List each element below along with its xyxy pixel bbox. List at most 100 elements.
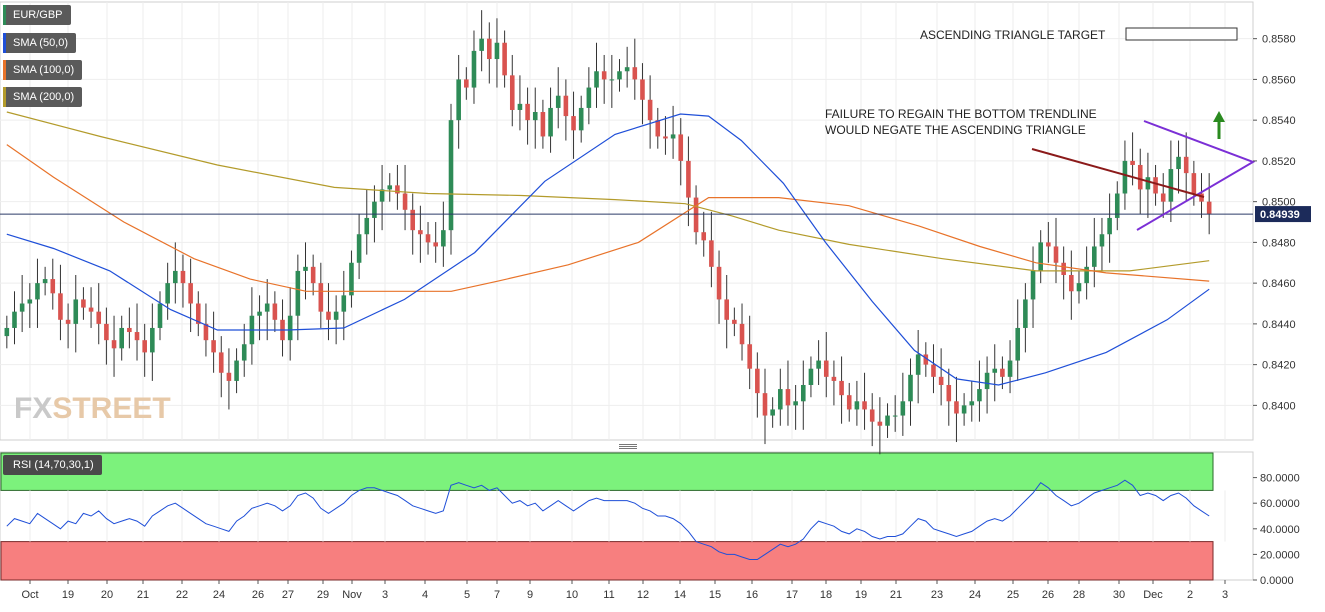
time-tick-label: 12 [637, 589, 649, 601]
legend-sma200[interactable]: SMA (200,0) [3, 87, 83, 107]
candle-down [954, 401, 959, 414]
candle-up [793, 401, 798, 406]
legend-symbol[interactable]: EUR/GBP [3, 5, 71, 25]
candle-down [464, 79, 469, 88]
legend-rsi[interactable]: RSI (14,70,30,1) [3, 455, 102, 475]
price-tick-label: 0.8420 [1262, 360, 1296, 372]
candle-up [586, 87, 592, 108]
panel-splitter-handle[interactable] [619, 443, 637, 450]
candle-up [892, 415, 898, 417]
candle-up [977, 389, 982, 402]
candle-down [127, 327, 132, 333]
candle-down [762, 393, 768, 416]
rsi-line [6, 479, 1210, 560]
price-plot-area [0, 1, 1254, 441]
candle-down [402, 193, 408, 210]
candle-up [42, 279, 48, 284]
time-tick-label: 4 [422, 589, 428, 601]
candle-up [1145, 177, 1151, 190]
legend-sma100-label: SMA (100,0) [13, 64, 75, 76]
time-tick-label: 7 [494, 589, 500, 601]
candle-up [471, 50, 477, 88]
candle-down [678, 134, 684, 161]
price-tick-label: 0.8520 [1262, 156, 1296, 168]
candle-down [732, 319, 737, 324]
candle-down [1160, 193, 1166, 202]
candle-up [19, 303, 25, 312]
candle-down [418, 230, 423, 235]
candle-up [287, 315, 293, 341]
candle-up [35, 283, 40, 300]
sma50-line [6, 113, 1210, 386]
candle-up [1114, 193, 1120, 218]
price-tick-label: 0.8540 [1262, 115, 1296, 127]
legend-sma50[interactable]: SMA (50,0) [3, 33, 77, 53]
time-tick-label: 16 [746, 589, 758, 601]
candle-up [900, 401, 906, 416]
price-tick-label: 0.8400 [1262, 400, 1296, 412]
candle-down [640, 79, 645, 100]
time-tick-label: 26 [252, 589, 264, 601]
candle-up [532, 112, 538, 121]
candle-up [609, 79, 615, 81]
candle-down [1191, 173, 1197, 194]
time-tick-label: 24 [213, 589, 225, 601]
candle-up [778, 389, 783, 410]
candle-up [157, 303, 163, 328]
price-tick-label: 0.8440 [1262, 319, 1296, 331]
candle-down [1199, 193, 1204, 202]
time-tick-label: 29 [317, 589, 329, 601]
candle-up [800, 384, 806, 402]
candle-up [1076, 283, 1082, 292]
candle-up [1092, 246, 1097, 267]
candle-up [494, 42, 500, 60]
price-tick-label: 0.8480 [1262, 237, 1296, 249]
candle-down [326, 311, 331, 320]
candle-up [1023, 299, 1028, 328]
candle-down [1137, 164, 1143, 190]
candle-down [203, 323, 209, 341]
candle-up [241, 344, 247, 361]
candle-down [663, 136, 668, 139]
candle-up [257, 311, 262, 316]
candle-down [709, 240, 714, 267]
candle-up [816, 360, 821, 369]
candle-down [81, 299, 86, 308]
candle-down [846, 395, 852, 410]
candle-up [1122, 160, 1128, 194]
candle-up [969, 401, 975, 406]
legend-sma50-label: SMA (50,0) [13, 37, 69, 49]
candle-up [908, 374, 913, 402]
time-tick-label: 18 [820, 589, 832, 601]
time-tick-label: 2 [1187, 589, 1193, 601]
candle-down [1053, 246, 1059, 263]
legend-sma50-swatch [3, 33, 6, 53]
candle-down [433, 242, 438, 247]
candle-up [1107, 217, 1112, 235]
candle-down [724, 299, 729, 320]
candle-down [831, 376, 837, 381]
candle-down [877, 421, 883, 426]
candle-down [487, 38, 492, 60]
candle-down [88, 307, 94, 312]
candle-up [854, 401, 860, 410]
candle-down [1183, 156, 1189, 174]
candle-down [655, 120, 661, 137]
candle-down [310, 266, 316, 284]
candle-down [509, 75, 515, 110]
legend-sma100[interactable]: SMA (100,0) [3, 60, 83, 80]
sma-lines [0, 111, 1253, 386]
candle-up [364, 217, 370, 235]
candle-down [50, 279, 56, 294]
time-tick-label: 26 [1042, 589, 1054, 601]
candle-down [96, 311, 102, 324]
price-tick-label: 0.8560 [1262, 74, 1296, 86]
candle-down [839, 380, 844, 396]
candle-down [211, 340, 216, 353]
fxstreet-logo: FXSTREET [14, 392, 171, 425]
candle-up [578, 107, 584, 131]
candle-up [303, 266, 308, 271]
candle-up [150, 327, 155, 353]
candle-up [1007, 360, 1013, 377]
